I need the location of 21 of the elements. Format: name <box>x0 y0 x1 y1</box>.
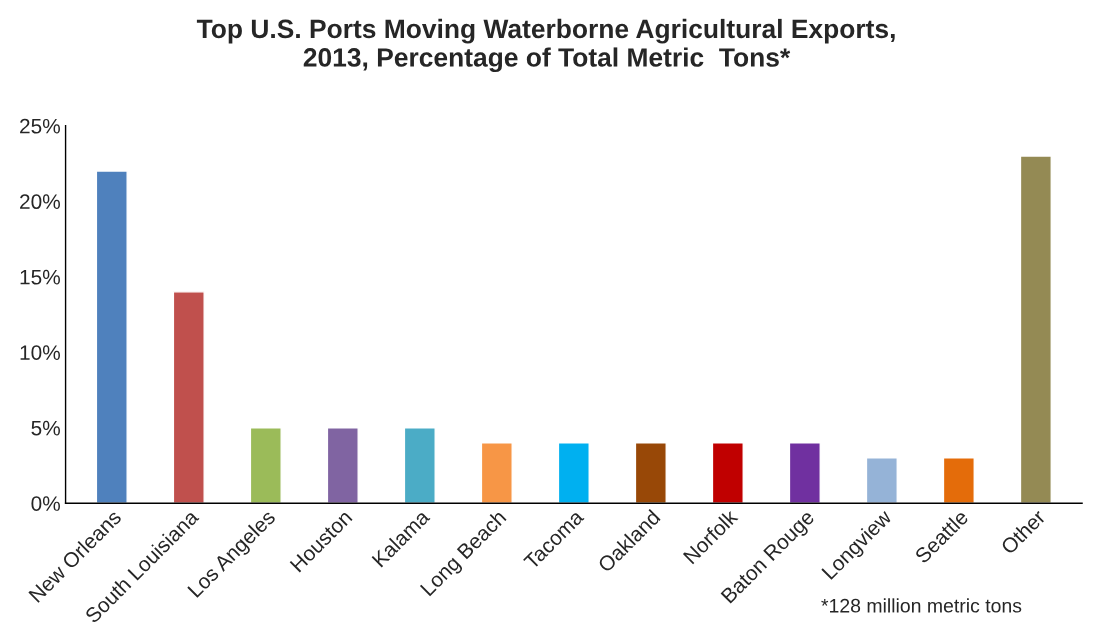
bar <box>942 457 975 504</box>
y-tick-label: 0% <box>31 496 60 511</box>
bar <box>711 442 744 504</box>
bar <box>557 442 590 504</box>
y-tick-label: 5% <box>31 420 60 436</box>
y-tick-label: 25% <box>20 118 60 134</box>
y-tick-label: 10% <box>20 345 60 360</box>
bar <box>788 442 821 504</box>
bar <box>480 442 513 504</box>
y-tick-label: 15% <box>20 269 60 285</box>
y-tick-label: 20% <box>20 194 60 210</box>
bar <box>634 442 667 504</box>
bar <box>95 170 128 504</box>
bar <box>249 427 282 504</box>
chart-title: Top U.S. Ports Moving Waterborne Agricultural Exports, 2013, Percentage of Total Metric Tons* <box>196 18 895 73</box>
bar <box>403 427 436 504</box>
bar <box>865 457 898 504</box>
bar <box>172 291 205 504</box>
bar <box>326 427 359 504</box>
bar <box>1019 155 1052 504</box>
text: *128 million metric tons <box>821 598 1022 613</box>
